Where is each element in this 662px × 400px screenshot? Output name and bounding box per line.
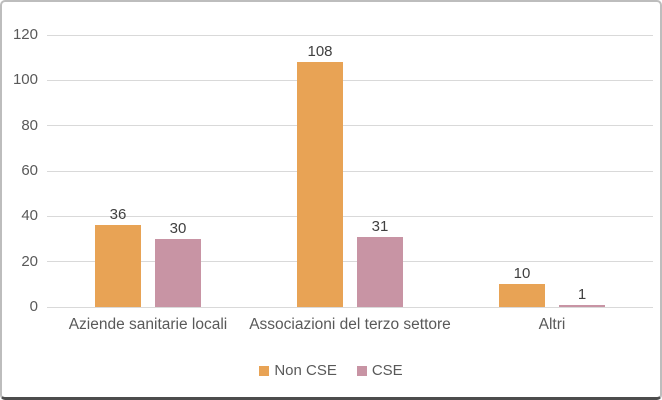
gridline [47, 170, 653, 172]
bar-non-cse: 108 [297, 43, 343, 307]
bar-groups: 36 30 108 31 10 1 [47, 35, 653, 307]
category-label: Altri [538, 316, 566, 333]
y-tick-label: 80 [21, 116, 38, 134]
gridline [47, 125, 653, 127]
gridline [47, 261, 653, 263]
y-tick-label: 40 [21, 207, 38, 225]
bar-value-label: 1 [577, 285, 587, 303]
legend-label: CSE [371, 362, 403, 379]
gridline [47, 215, 653, 217]
gridline [47, 306, 653, 308]
bar-non-cse: 10 [499, 265, 545, 307]
bar-non-cse: 36 [95, 206, 141, 307]
gridline [47, 34, 653, 36]
category-label: Associazioni del terzo settore [249, 316, 451, 333]
gridline [47, 79, 653, 81]
bar-value-label: 31 [371, 217, 389, 235]
bar-cse: 31 [357, 218, 403, 307]
bar-group: 10 1 [451, 35, 653, 307]
plot-area: 0 20 40 60 80 100 120 36 30 108 31 10 1 [13, 26, 653, 315]
bar-value-label: 36 [109, 206, 127, 224]
legend-label: Non CSE [274, 362, 337, 379]
category-axis: Aziende sanitarie locali Associazioni del… [47, 316, 653, 334]
bar-value-label: 108 [307, 43, 333, 61]
bar-cse: 30 [155, 220, 201, 307]
bar-group: 108 31 [249, 35, 451, 307]
bar-cse: 1 [559, 286, 605, 307]
legend-swatch-icon [356, 365, 367, 376]
legend-item-cse: CSE [356, 362, 403, 379]
legend: Non CSE CSE [2, 362, 660, 379]
bar-value-label: 30 [169, 220, 187, 237]
y-tick-label: 0 [29, 298, 38, 315]
bar-group: 36 30 [47, 35, 249, 307]
legend-item-non-cse: Non CSE [259, 362, 337, 379]
legend-swatch-icon [259, 365, 270, 376]
y-tick-label: 120 [12, 26, 38, 43]
category-label: Aziende sanitarie locali [68, 316, 228, 333]
y-tick-label: 100 [12, 71, 38, 89]
bar-value-label: 10 [513, 265, 531, 283]
y-tick-label: 20 [21, 252, 38, 270]
y-tick-label: 60 [21, 162, 38, 179]
